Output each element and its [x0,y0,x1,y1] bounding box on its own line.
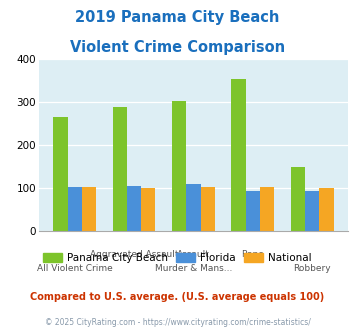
Bar [53,117,67,231]
Bar [127,186,141,231]
Text: © 2025 CityRating.com - https://www.cityrating.com/crime-statistics/: © 2025 CityRating.com - https://www.city… [45,318,310,327]
Text: 2019 Panama City Beach: 2019 Panama City Beach [75,10,280,25]
Text: Violent Crime Comparison: Violent Crime Comparison [70,40,285,54]
Text: Aggravated Assault: Aggravated Assault [90,250,178,259]
Bar [320,188,334,231]
Bar [231,79,246,231]
Text: Murder & Mans...: Murder & Mans... [155,264,232,273]
Legend: Panama City Beach, Florida, National: Panama City Beach, Florida, National [39,248,316,267]
Bar [260,187,274,231]
Text: Compared to U.S. average. (U.S. average equals 100): Compared to U.S. average. (U.S. average … [31,292,324,302]
Bar [305,191,320,231]
Text: Robbery: Robbery [294,264,331,273]
Bar [82,187,96,231]
Bar [67,187,82,231]
Bar [141,188,155,231]
Bar [186,184,201,231]
Bar [201,187,215,231]
Bar [291,167,305,231]
Text: Assault: Assault [177,250,210,259]
Text: All Violent Crime: All Violent Crime [37,264,113,273]
Text: Rape: Rape [241,250,264,259]
Bar [246,191,260,231]
Bar [172,101,186,231]
Bar [113,107,127,231]
